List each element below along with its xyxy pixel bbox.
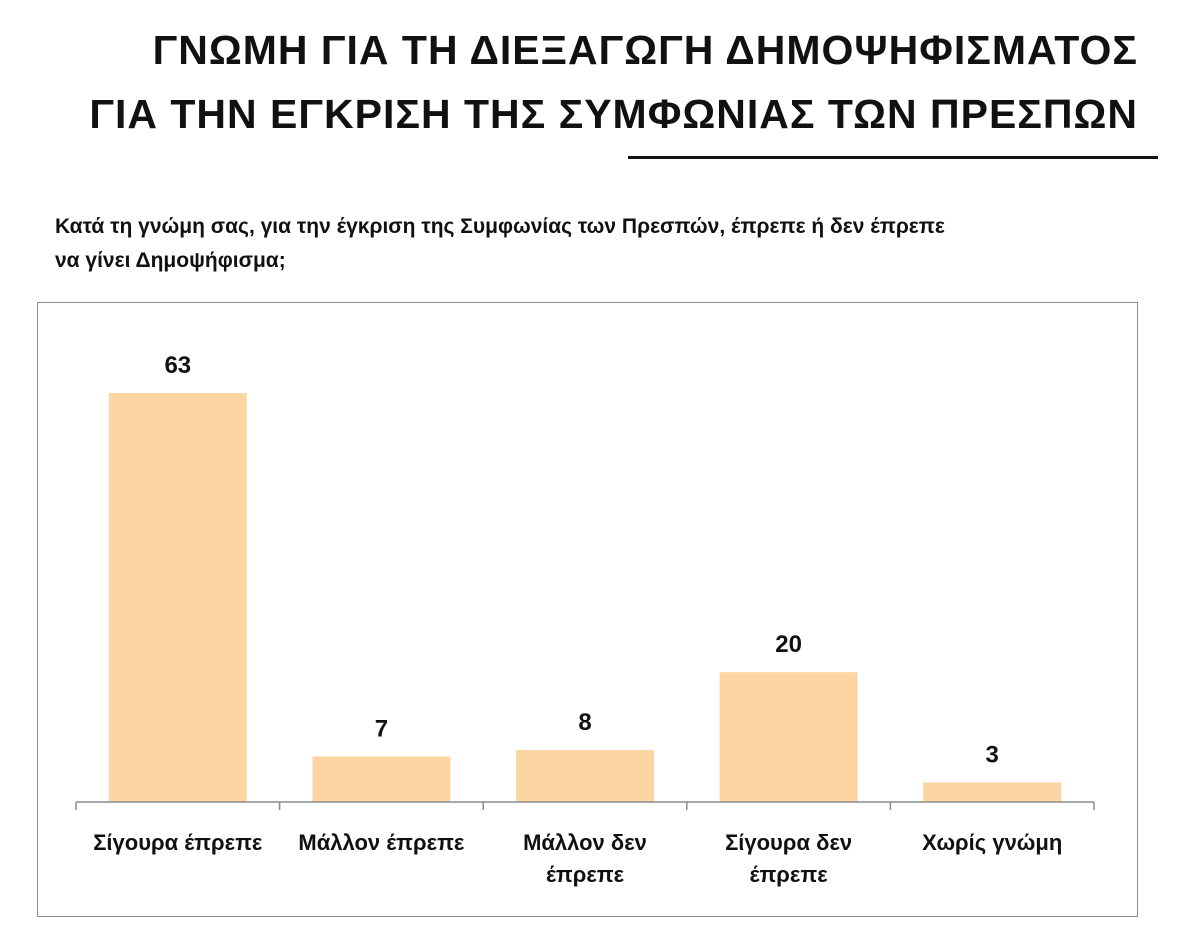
data-label-0: 63 [164,352,191,379]
bar-2 [516,750,654,802]
page-title-line1: ΓΝΩΜΗ ΓΙΑ ΤΗ ΔΙΕΞΑΓΩΓΗ ΔΗΜΟΨΗΦΙΣΜΑΤΟΣ [152,27,1138,73]
bar-4 [923,782,1062,802]
data-label-2: 8 [578,709,591,736]
data-label-3: 20 [775,631,802,658]
category-label-0-0: Σίγουρα έπρεπε [93,830,263,855]
category-label-2-1: έπρεπε [546,862,625,887]
category-label-3-0: Σίγουρα δεν [725,830,852,855]
category-label-2-0: Μάλλον δεν [523,830,647,855]
bar-3 [719,672,858,802]
survey-question: Κατά τη γνώμη σας, για την έγκριση της Σ… [55,210,1145,278]
category-label-3-1: έπρεπε [750,862,829,887]
bar-chart: 63 Σίγουρα έπρεπε 7 Μάλλον έπρεπε 8 Μάλλον δε… [75,352,1095,887]
data-label-1: 7 [375,716,388,743]
survey-question-line1: Κατά τη γνώμη σας, για την έγκριση της Σ… [55,215,945,238]
data-label-4: 3 [986,742,999,769]
page-title-line2: ΓΙΑ ΤΗΝ ΕΓΚΡΙΣΗ ΤΗΣ ΣΥΜΦΩΝΙΑΣ ΤΩΝ ΠΡΕΣΠΩ… [89,91,1138,137]
chart-frame: 63 Σίγουρα έπρεπε 7 Μάλλον έπρεπε 8 Μάλλον δε… [37,302,1138,917]
category-label-1-0: Μάλλον έπρεπε [298,830,465,855]
category-label-4-0: Χωρίς γνώμη [922,830,1062,855]
title-underline [628,156,1158,159]
bar-0 [108,393,247,802]
survey-question-line2: να γίνει Δημοψήφισμα; [55,249,286,272]
bar-1 [312,756,451,802]
